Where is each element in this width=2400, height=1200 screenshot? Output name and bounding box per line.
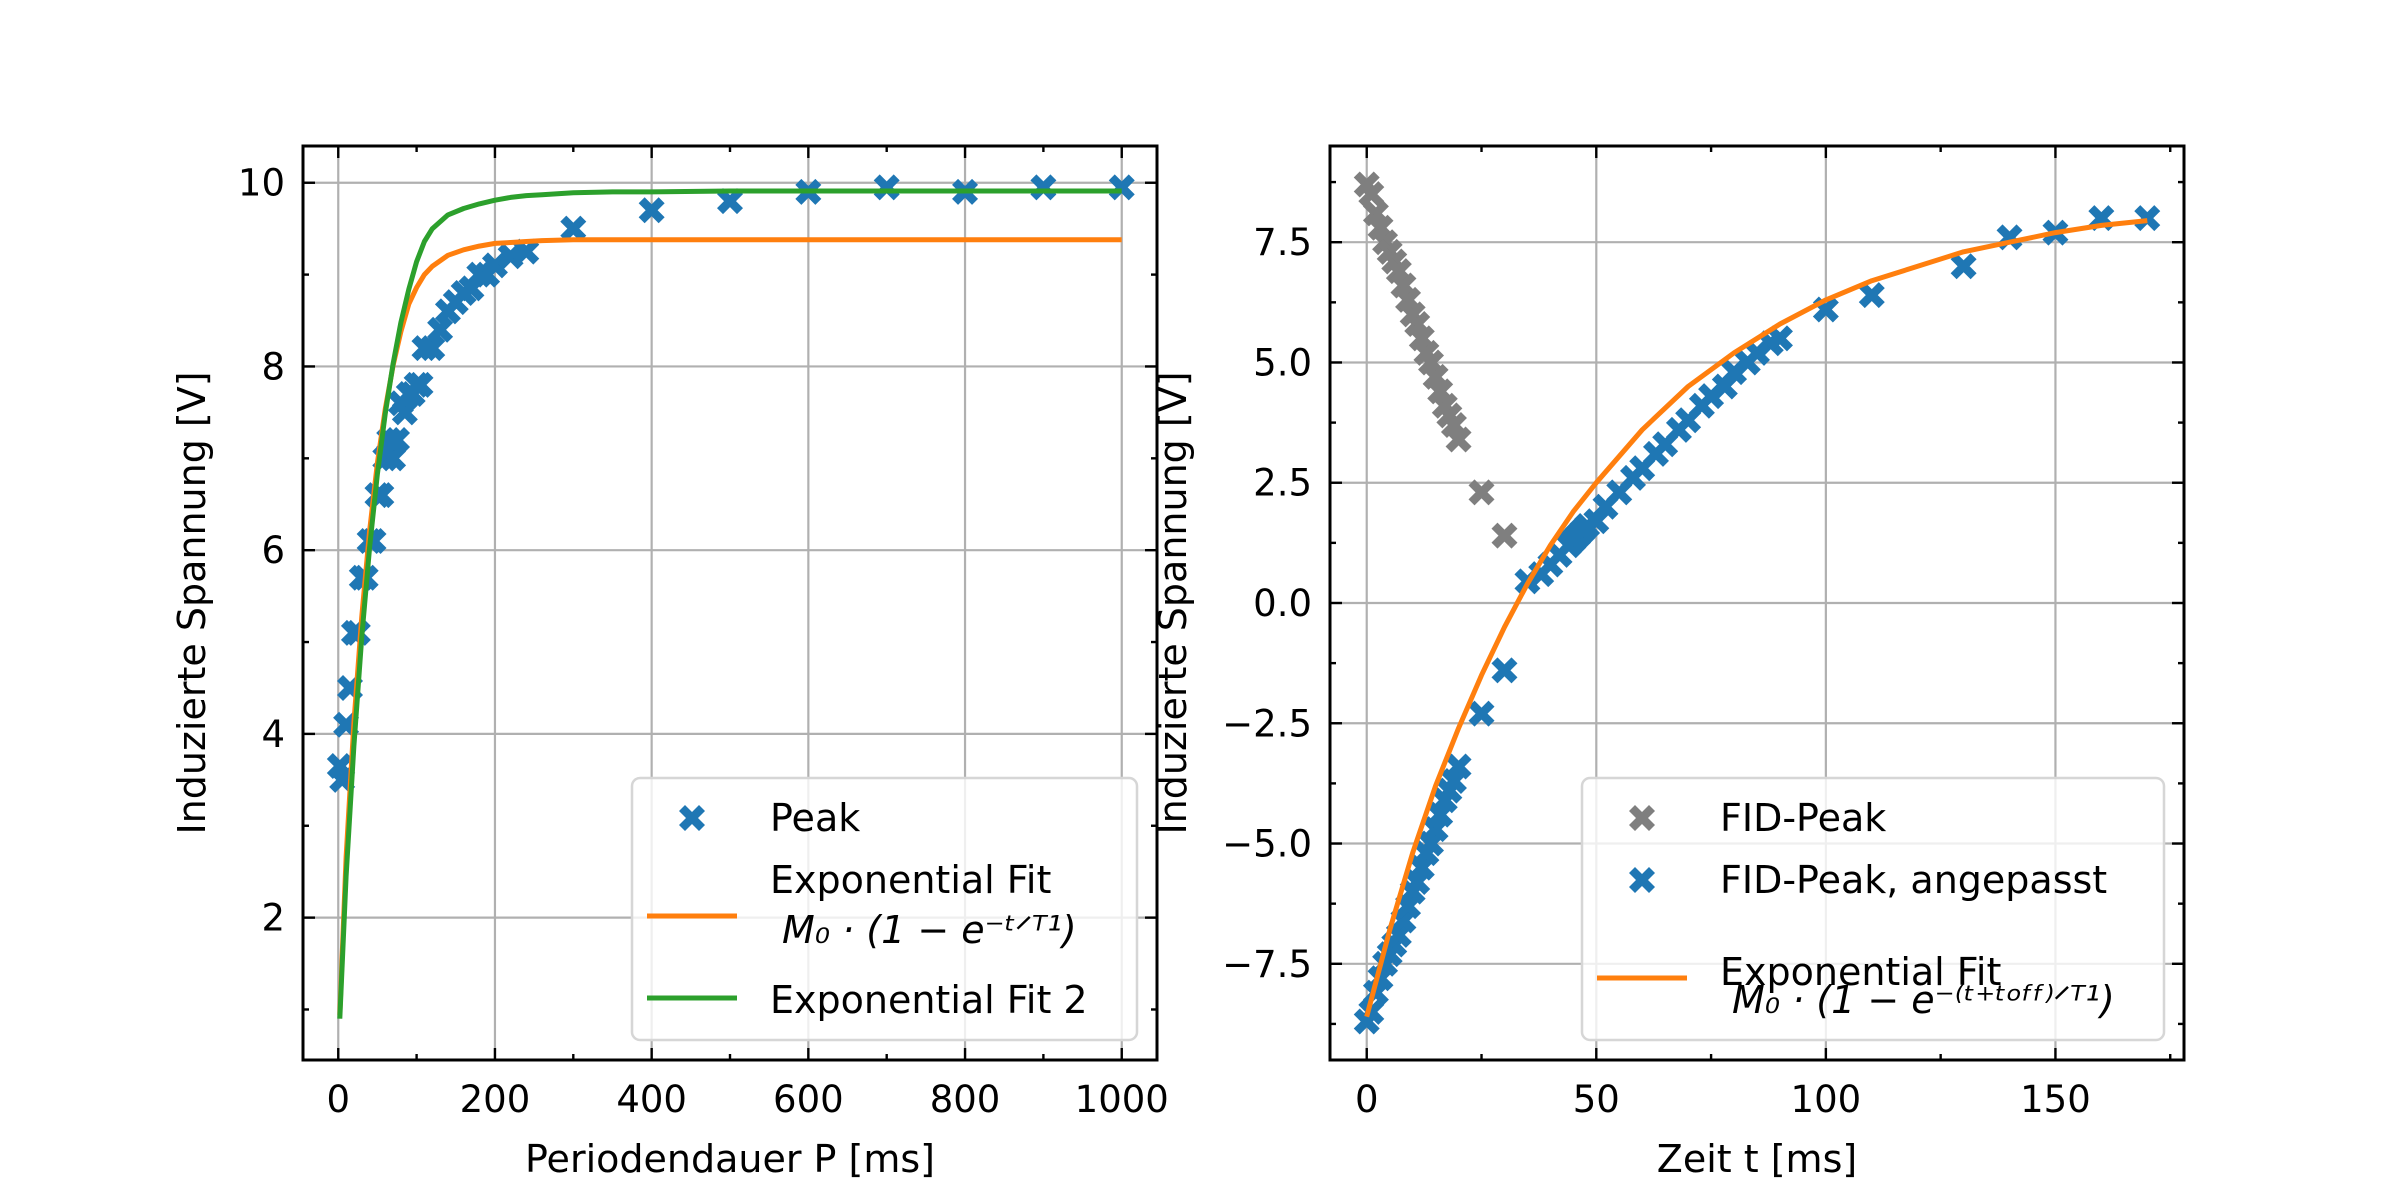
- data-point-1-51: [1950, 253, 1977, 280]
- legend: FID-Peak FID-Peak, angepasst Exponential F…: [1580, 776, 2166, 1042]
- y-tick-label-0: −7.5: [1222, 943, 1312, 986]
- y-tick-label-2: −2.5: [1222, 702, 1312, 745]
- data-point-0-41: [1108, 174, 1135, 201]
- legend-entry-1: FID-Peak, angepasst: [1629, 858, 2107, 902]
- y-tick-label-2: 6: [261, 529, 285, 572]
- data-point-0-21: [407, 371, 434, 398]
- x-axis-label: Periodendauer P [ms]: [525, 1137, 935, 1181]
- y-tick-label-5: 5.0: [1253, 341, 1312, 384]
- legend-marker-0: [1629, 805, 1655, 831]
- x-tick-label-1: 50: [1573, 1078, 1620, 1121]
- legend-label-2: Exponential Fit 2: [770, 978, 1088, 1022]
- legend-label-1: FID-Peak, angepasst: [1720, 858, 2107, 902]
- data-point-0-40: [1030, 174, 1057, 201]
- legend-label-0: FID-Peak: [1720, 796, 1886, 840]
- series-line-2: [337, 188, 1122, 1019]
- data-point-1-21: [1468, 700, 1495, 727]
- data-point-0-21: [1468, 479, 1495, 506]
- series-1: [1353, 205, 2161, 1035]
- y-tick-label-4: 2.5: [1253, 462, 1312, 505]
- x-tick-label-4: 800: [930, 1078, 1001, 1121]
- data-point-0-34: [560, 215, 587, 242]
- x-tick-label-3: 150: [2020, 1078, 2091, 1121]
- data-point-0-35: [638, 197, 665, 224]
- x-tick-label-2: 400: [616, 1078, 687, 1121]
- y-tick-label-6: 7.5: [1253, 221, 1312, 264]
- data-point-0-22: [1491, 522, 1518, 549]
- y-tick-label-0: 2: [261, 897, 285, 940]
- x-tick-label-5: 1000: [1075, 1078, 1169, 1121]
- series-line-2: [1364, 218, 2148, 1018]
- y-axis-label: Induzierte Spannung [V]: [170, 371, 214, 834]
- data-point-0-14: [380, 445, 407, 472]
- data-point-1-50: [1858, 282, 1885, 309]
- data-point-1-20: [1445, 753, 1472, 780]
- data-point-0-20: [1445, 426, 1472, 453]
- legend-frame: [1580, 776, 2166, 1042]
- data-point-0-1: [1358, 181, 1385, 208]
- x-tick-label-3: 600: [773, 1078, 844, 1121]
- y-tick-label-4: 10: [238, 162, 285, 205]
- legend-formula-1: M₀ · (1 − e⁻ᵗᐟᵀ¹): [782, 908, 1077, 952]
- data-point-0-32: [497, 243, 524, 270]
- ticks: 0 200 400 600 800 1000 2 4 6 8 10: [238, 146, 1169, 1121]
- series-0: [326, 174, 1135, 793]
- y-tick-label-3: 0.0: [1253, 582, 1312, 625]
- series-2: [337, 188, 1122, 1019]
- legend-label-1: Exponential Fit: [770, 858, 1051, 902]
- legend-entry-0: FID-Peak: [1629, 796, 1886, 840]
- series-2: [1364, 218, 2148, 1018]
- legend-label-0: Peak: [770, 796, 860, 840]
- x-tick-label-0: 0: [1355, 1078, 1379, 1121]
- x-tick-label-1: 200: [460, 1078, 531, 1121]
- data-point-0-33: [513, 238, 540, 265]
- y-axis-label: Induzierte Spannung [V]: [1151, 371, 1195, 834]
- data-point-0-24: [427, 316, 454, 343]
- data-point-0-15: [384, 426, 411, 453]
- legend-frame: [630, 776, 1139, 1042]
- x-tick-label-0: 0: [326, 1078, 350, 1121]
- data-point-0-38: [873, 174, 900, 201]
- series-0: [1353, 171, 1518, 549]
- x-axis-label: Zeit t [ms]: [1657, 1137, 1857, 1181]
- legend-marker-1: [1629, 867, 1655, 893]
- data-point-0-36: [717, 188, 743, 215]
- data-point-0-31: [481, 252, 508, 279]
- chart-peak-vs-period: 0 200 400 600 800 1000 2 4 6 8 10 Periodendauer P […: [170, 144, 1169, 1181]
- data-point-1-1: [1358, 998, 1385, 1025]
- data-point-0-17: [391, 399, 418, 426]
- y-tick-label-1: −5.0: [1222, 823, 1312, 866]
- legend-entry-0: Peak: [679, 796, 860, 840]
- data-point-1-55: [2134, 205, 2161, 232]
- data-point-1-22: [1491, 657, 1518, 684]
- legend-formula-2: M₀ · (1 − e⁻⁽ᵗ⁺ᵗᵒᶠᶠ⁾ᐟᵀ¹): [1732, 978, 2115, 1022]
- legend-entry-2: Exponential Fit 2: [647, 978, 1088, 1022]
- data-point-0-23: [419, 335, 446, 362]
- y-tick-label-3: 8: [261, 345, 285, 388]
- x-tick-label-2: 100: [1791, 1078, 1862, 1121]
- ticks: 0 50 100 150 −7.5 −5.0 −2.5 0.0 2.5 5.0 7.5: [1222, 146, 2184, 1121]
- data-point-1-48: [1766, 325, 1793, 352]
- chart-fid-peak-vs-time: 0 50 100 150 −7.5 −5.0 −2.5 0.0 2.5 5.0 7.5 Zeit t …: [1151, 144, 2186, 1181]
- y-tick-label-1: 4: [261, 713, 285, 756]
- legend-entry-1: Exponential Fit M₀ · (1 − e⁻ᵗᐟᵀ¹): [647, 858, 1077, 952]
- legend-label-2: Exponential Fit: [1720, 950, 2001, 994]
- grid: [303, 146, 1157, 1060]
- legend-marker-0: [679, 805, 705, 831]
